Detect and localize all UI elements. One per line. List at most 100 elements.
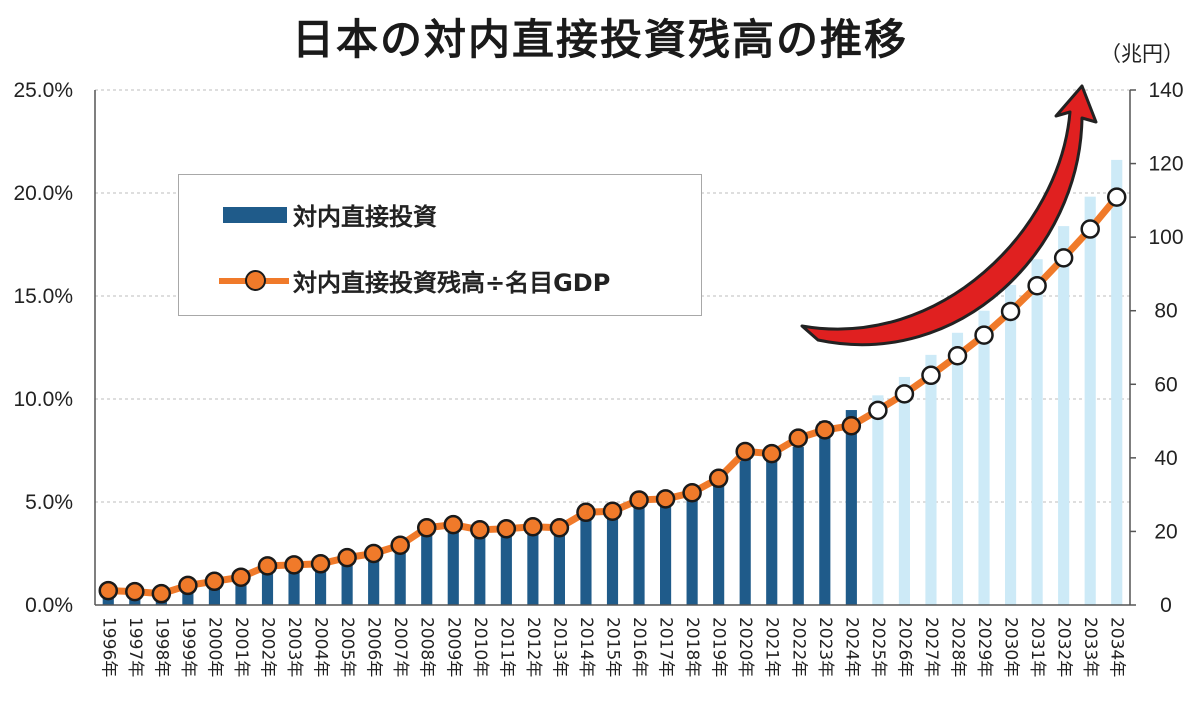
x-tick-label: 2015年 [603,617,623,677]
line-point [655,489,676,509]
line-point [98,580,119,601]
bar [288,568,300,605]
bar [182,586,194,605]
x-tick-label: 2009年 [443,617,463,677]
bar [1084,196,1096,605]
left-tick-label: 10.0% [13,388,73,411]
line-point [470,520,490,540]
bar [341,560,353,605]
right-tick-label: 100 [1148,226,1183,249]
x-tick-label: 2020年 [735,617,755,677]
legend-bar-label: 対内直接投資 [293,203,437,231]
line-point [204,571,225,592]
line-point [1053,248,1074,268]
x-tick-label: 2022年 [788,617,808,677]
legend-bar-swatch [223,206,287,223]
line-point [708,468,729,489]
line-point [735,441,755,462]
bar [394,549,406,605]
line-point [125,581,145,602]
x-tick-label: 2019年 [709,617,729,677]
x-tick-label: 2032年 [1054,617,1074,677]
bar [845,410,857,605]
x-tick-label: 2012年 [523,617,543,677]
bar [925,354,937,605]
x-tick-label: 2007年 [390,617,410,677]
right-tick-label: 120 [1148,153,1183,176]
x-tick-label: 2016年 [629,617,649,677]
x-tick-label: 2004年 [311,617,331,677]
left-tick-label: 5.0% [25,491,73,514]
bar [1031,259,1043,605]
x-tick-label: 1996年 [98,617,118,677]
bar [421,527,433,605]
bar [766,457,778,605]
line-point [443,514,464,535]
x-axis-ticks: 1996年 1997年 1998年 1999年 2000年 2001年 2002年 2003年… [98,617,1126,677]
line-point [549,518,570,538]
bar [978,310,990,605]
right-tick-label: 20 [1154,520,1177,543]
left-axis-ticks: 0.0% 5.0% 10.0% 15.0% 20.0% 25.0% [13,79,73,617]
bar [208,582,220,605]
x-tick-label: 2013年 [549,617,569,677]
bar [580,516,592,605]
line-point [629,490,649,510]
x-tick-label: 2005年 [337,617,357,677]
x-tick-label: 2031年 [1027,617,1047,677]
line-point [231,567,251,587]
bar [553,527,565,605]
bar [739,457,751,605]
line-point [178,575,198,596]
bar [474,531,486,605]
legend-item-bar: 対内直接投資 [179,197,437,232]
bar [1058,226,1070,605]
legend-line-swatch [219,268,289,294]
bar [606,513,619,605]
line-point [868,400,888,421]
axes [94,90,1131,606]
x-tick-label: 1998年 [151,617,171,677]
x-tick-label: 2008年 [417,617,437,677]
legend: 対内直接投資 対内直接投資残高÷名目GDP [178,174,702,316]
bar [713,483,725,605]
x-tick-label: 2010年 [470,617,490,677]
line-point [257,556,278,576]
x-tick-label: 2024年 [841,617,861,677]
line-point [788,428,809,448]
bar [235,579,247,605]
x-tick-label: 2027年 [921,617,941,677]
right-tick-label: 140 [1148,79,1183,102]
x-tick-label: 2001年 [231,617,251,677]
left-tick-label: 15.0% [13,285,73,308]
x-tick-label: 1999年 [178,617,198,677]
right-tick-label: 60 [1154,373,1177,396]
right-axis-unit: （兆円） [1100,42,1184,66]
line-point [363,543,384,564]
x-tick-label: 2014年 [576,617,596,677]
bar [261,568,274,605]
line-point [815,420,835,440]
legend-line-label: 対内直接投資残高÷名目GDP [293,269,611,297]
x-tick-label: 2033年 [1080,617,1100,677]
bar [872,395,884,605]
line-point [1106,187,1127,207]
bar-series [102,159,1123,605]
left-tick-label: 25.0% [13,79,73,102]
right-tick-label: 80 [1154,300,1177,323]
bar [898,376,910,605]
line-point [1027,275,1047,296]
bar [500,531,512,605]
x-tick-label: 2002年 [258,617,278,677]
x-tick-label: 2000年 [204,617,224,677]
x-tick-label: 2028年 [948,617,968,677]
line-point [894,384,915,404]
bar [686,494,698,605]
line-point [337,547,357,568]
line-point [390,535,410,556]
x-tick-label: 2018年 [682,617,702,677]
line-point [974,325,994,345]
line-point [416,518,437,538]
line-series [98,187,1127,604]
